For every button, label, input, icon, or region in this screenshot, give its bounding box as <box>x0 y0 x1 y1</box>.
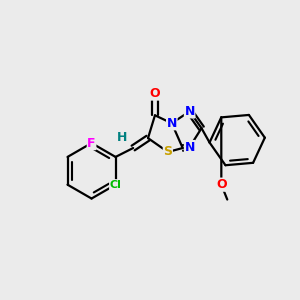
Text: N: N <box>184 140 195 154</box>
Text: O: O <box>150 87 160 100</box>
Text: F: F <box>87 136 96 150</box>
Text: O: O <box>216 178 226 191</box>
Text: N: N <box>184 105 195 118</box>
Text: N: N <box>167 117 177 130</box>
Text: H: H <box>117 130 128 144</box>
Text: Cl: Cl <box>110 180 122 190</box>
Text: S: S <box>163 146 172 158</box>
